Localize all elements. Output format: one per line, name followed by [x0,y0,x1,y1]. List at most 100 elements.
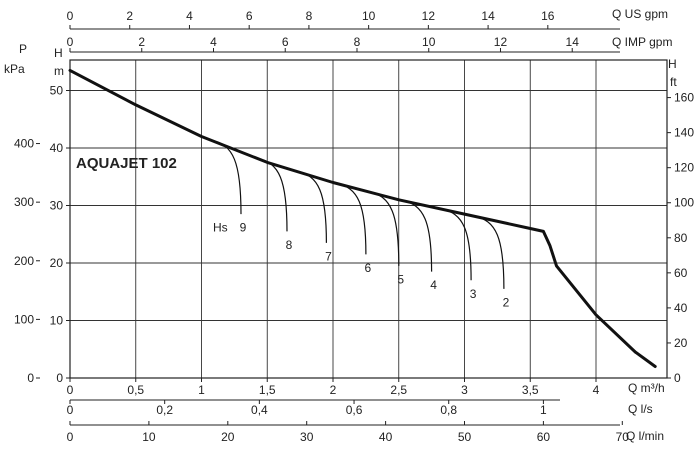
head-m-tick-label: 20 [50,256,64,270]
imp-gpm-tick-label: 4 [210,35,217,49]
us-gpm-tick-label: 2 [126,9,133,23]
us-gpm-tick-label: 12 [422,9,436,23]
us-gpm-tick-label: 4 [186,9,193,23]
ls-tick-label: 0,4 [251,403,268,417]
imp-gpm-tick-label: 6 [282,35,289,49]
suction-curve-7 [296,170,327,243]
us-gpm-tick-label: 8 [306,9,313,23]
head-ft-tick-label: 0 [674,371,681,385]
suction-height-labels: 9 8 7 6 5 4 3 2 Hs [213,221,510,310]
us-gpm-tick-label: 6 [246,9,253,23]
suction-curve-6 [335,182,367,255]
imp-gpm-tick-label: 2 [138,35,145,49]
ls-ticks: 0 0,2 0,4 0,6 0,8 1 [67,400,547,417]
bottom-axes: 0 0,5 1 1,5 2 2,5 3 3,5 4 0 0,2 0,4 0,6 0,8 1 0 10 20 30… [67,378,665,444]
lmin-tick-label: 60 [537,430,551,444]
lmin-unit-label: Q l/min [626,429,664,443]
imp-gpm-tick-label: 10 [422,35,436,49]
head-ft-tick-label: 100 [674,196,694,210]
head-m-tick-label: 40 [50,141,64,155]
head-ft-tick-label: 120 [674,161,694,175]
head-ft-tick-label: 140 [674,126,694,140]
m3h-ticks: 0 0,5 1 1,5 2 2,5 3 3,5 4 [67,378,600,397]
head-m-unit-bottom: m [54,64,64,78]
pressure-tick-label: 0 [27,371,34,385]
ls-tick-label: 0,6 [346,403,363,417]
head-m-tick-label: 10 [50,314,64,328]
m3h-tick-label: 2 [330,383,337,397]
us-gpm-tick-label: 10 [362,9,376,23]
head-ft-tick-label: 60 [674,266,688,280]
lmin-tick-label: 10 [142,430,156,444]
lmin-ticks: 0 10 20 30 40 50 60 70 [67,421,630,444]
lmin-tick-label: 0 [67,430,74,444]
lmin-tick-label: 30 [300,430,314,444]
lmin-tick-label: 70 [616,430,630,444]
head-m-tick-label: 50 [50,84,64,98]
pressure-tick-label: 400 [14,137,34,151]
suction-label-5: 5 [397,272,404,286]
suction-curve-5 [368,191,400,266]
suction-label-4: 4 [430,278,437,292]
us-gpm-ticks: 0 2 4 6 8 10 12 14 16 [67,9,555,29]
m3h-tick-label: 4 [593,383,600,397]
m3h-tick-label: 0 [67,383,74,397]
m3h-tick-label: 1 [198,383,205,397]
m3h-tick-label: 3 [461,383,468,397]
chart-title: AQUAJET 102 [76,155,177,172]
pressure-unit-top: P [19,42,27,56]
suction-label-7: 7 [325,249,332,263]
suction-label-2: 2 [503,295,510,309]
suction-curve-4 [401,199,433,272]
us-gpm-tick-label: 0 [67,9,74,23]
pressure-tick-label: 100 [14,312,34,326]
suction-label-9: 9 [240,221,247,235]
lmin-tick-label: 50 [458,430,472,444]
head-m-tick-label: 30 [50,199,64,213]
ls-tick-label: 0,2 [156,403,173,417]
suction-label-3: 3 [470,287,477,301]
imp-gpm-tick-label: 8 [354,35,361,49]
plot-frame [69,59,668,379]
top-axes: 0 2 4 6 8 10 12 14 16 0 2 4 6 8 10 12 14 Q US gpm Q IMP… [67,7,672,53]
lmin-tick-label: 20 [221,430,235,444]
ls-tick-label: 1 [540,403,547,417]
m3h-tick-label: 0,5 [127,383,144,397]
lmin-tick-label: 40 [379,430,393,444]
head-ft-unit-top: H [668,57,677,71]
suction-label-8: 8 [286,238,293,252]
pressure-tick-label: 200 [14,254,34,268]
imp-gpm-tick-label: 14 [566,35,580,49]
suction-curve-2 [473,215,505,289]
pressure-tick-label: 300 [14,195,34,209]
m3h-tick-label: 3,5 [522,383,539,397]
suction-label-6: 6 [365,261,372,275]
pressure-and-head-m-ticks: 0 10 20 30 40 50 0 100 200 300 400 [14,84,70,385]
us-gpm-unit-label: Q US gpm [612,7,668,21]
head-ft-tick-label: 160 [674,91,694,105]
m3h-unit-label: Q m³/h [628,381,665,395]
imp-gpm-tick-label: 0 [67,35,74,49]
pump-curve [68,68,657,368]
m3h-tick-label: 1,5 [259,383,276,397]
imp-gpm-tick-label: 12 [494,35,508,49]
head-ft-tick-label: 40 [674,301,688,315]
head-ft-tick-label: 20 [674,336,688,350]
us-gpm-tick-label: 16 [541,9,555,23]
ls-tick-label: 0 [67,403,74,417]
pressure-unit-bottom: kPa [4,62,25,76]
imp-gpm-unit-label: Q IMP gpm [612,35,672,49]
imp-gpm-ticks: 0 2 4 6 8 10 12 14 [67,35,580,52]
plot-grid [70,60,667,378]
suction-label-hs: Hs [213,221,228,235]
head-ft-unit-bottom: ft [670,75,677,89]
head-ft-ticks: 0 20 40 60 80 100 120 140 160 [667,91,694,385]
head-ft-tick-label: 80 [674,231,688,245]
head-m-tick-label: 0 [56,371,63,385]
suction-curve-3 [440,208,472,281]
head-m-unit-top: H [54,46,63,60]
us-gpm-tick-label: 14 [481,9,495,23]
m3h-tick-label: 2,5 [390,383,407,397]
suction-curve-8 [256,157,288,232]
